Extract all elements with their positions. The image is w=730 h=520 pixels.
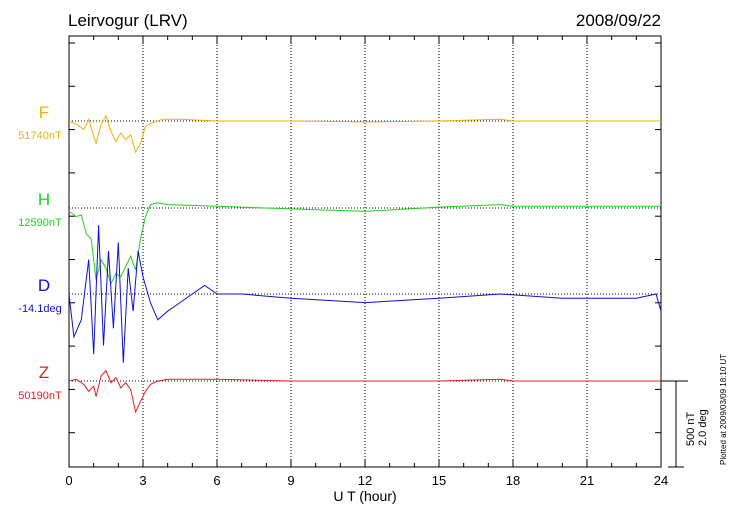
grid-lines bbox=[142, 36, 588, 467]
plotted-note: Plotted at 2009/03/09 18:10 UT bbox=[719, 354, 728, 465]
series-baseline-H: 12590nT bbox=[18, 217, 62, 229]
series-name-F: F bbox=[39, 103, 49, 122]
x-axis-label: U T (hour) bbox=[333, 488, 396, 504]
series-name-H: H bbox=[38, 190, 50, 209]
scale-bar: 500 nT 2.0 deg bbox=[661, 380, 709, 468]
chart-title: Leirvogur (LRV) bbox=[68, 11, 188, 30]
series-line-D bbox=[68, 225, 662, 363]
x-tick-label-0: 0 bbox=[65, 473, 72, 488]
series-line-Z bbox=[68, 369, 661, 414]
series-baseline-D: -14.1deg bbox=[18, 303, 61, 315]
scale-bar-deg-label: 2.0 deg bbox=[697, 409, 709, 446]
x-tick-label-15: 15 bbox=[432, 473, 446, 488]
series-name-Z: Z bbox=[39, 363, 49, 382]
x-tick-label-9: 9 bbox=[287, 473, 294, 488]
series-baseline-F: 51740nT bbox=[18, 130, 62, 142]
x-tick-label-24: 24 bbox=[654, 473, 668, 488]
scale-bar-nt-label: 500 nT bbox=[685, 411, 697, 446]
series-baseline-Z: 50190nT bbox=[18, 390, 62, 402]
x-tick-label-6: 6 bbox=[213, 473, 220, 488]
series-lines bbox=[68, 114, 662, 414]
chart-date: 2008/09/22 bbox=[576, 11, 661, 30]
x-tick-label-12: 12 bbox=[358, 473, 372, 488]
series-line-H bbox=[68, 202, 661, 286]
x-tick-label-3: 3 bbox=[139, 473, 146, 488]
x-axis: 0 3 6 9 12 15 18 21 24 bbox=[65, 36, 668, 488]
x-tick-label-21: 21 bbox=[580, 473, 594, 488]
series-labels: F 51740nT H 12590nT D -14.1deg Z 50190nT bbox=[18, 103, 62, 402]
x-tick-label-18: 18 bbox=[506, 473, 520, 488]
series-line-F bbox=[68, 114, 661, 154]
series-name-D: D bbox=[38, 276, 50, 295]
